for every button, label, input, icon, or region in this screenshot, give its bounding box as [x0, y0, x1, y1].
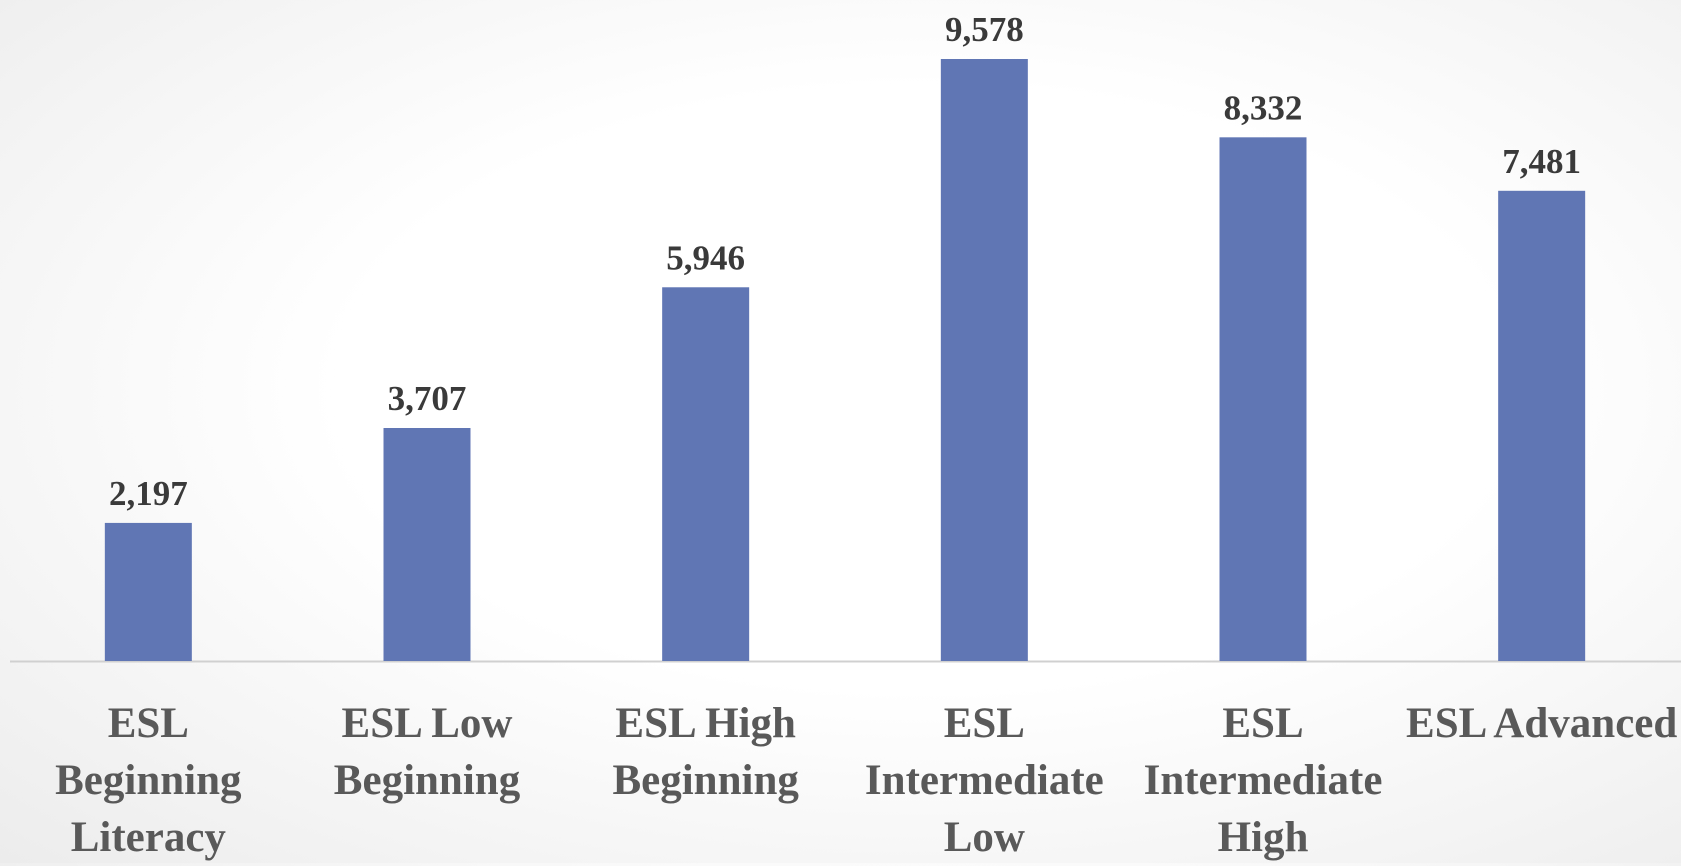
value-label: 5,946	[666, 238, 745, 277]
x-tick-label: ESL Intermediate High	[1143, 700, 1383, 861]
value-label: 3,707	[388, 379, 467, 418]
bar	[104, 522, 192, 661]
x-tick-label: ESL Low Beginning	[333, 700, 521, 804]
bar	[1219, 137, 1307, 661]
bar	[662, 287, 750, 661]
value-label: 7,481	[1502, 142, 1581, 181]
bar	[383, 428, 471, 661]
x-tick-label: ESL Intermediate Low	[864, 700, 1104, 861]
value-label: 8,332	[1224, 88, 1303, 127]
bar	[1498, 190, 1586, 661]
value-label: 2,197	[109, 474, 188, 513]
bar	[940, 59, 1028, 661]
value-label: 9,578	[945, 10, 1024, 49]
x-tick-label: ESL Advanced	[1406, 700, 1678, 747]
x-tick-label: ESL Beginning Literacy	[55, 700, 242, 861]
x-tick-label: ESL High Beginning	[612, 700, 799, 804]
